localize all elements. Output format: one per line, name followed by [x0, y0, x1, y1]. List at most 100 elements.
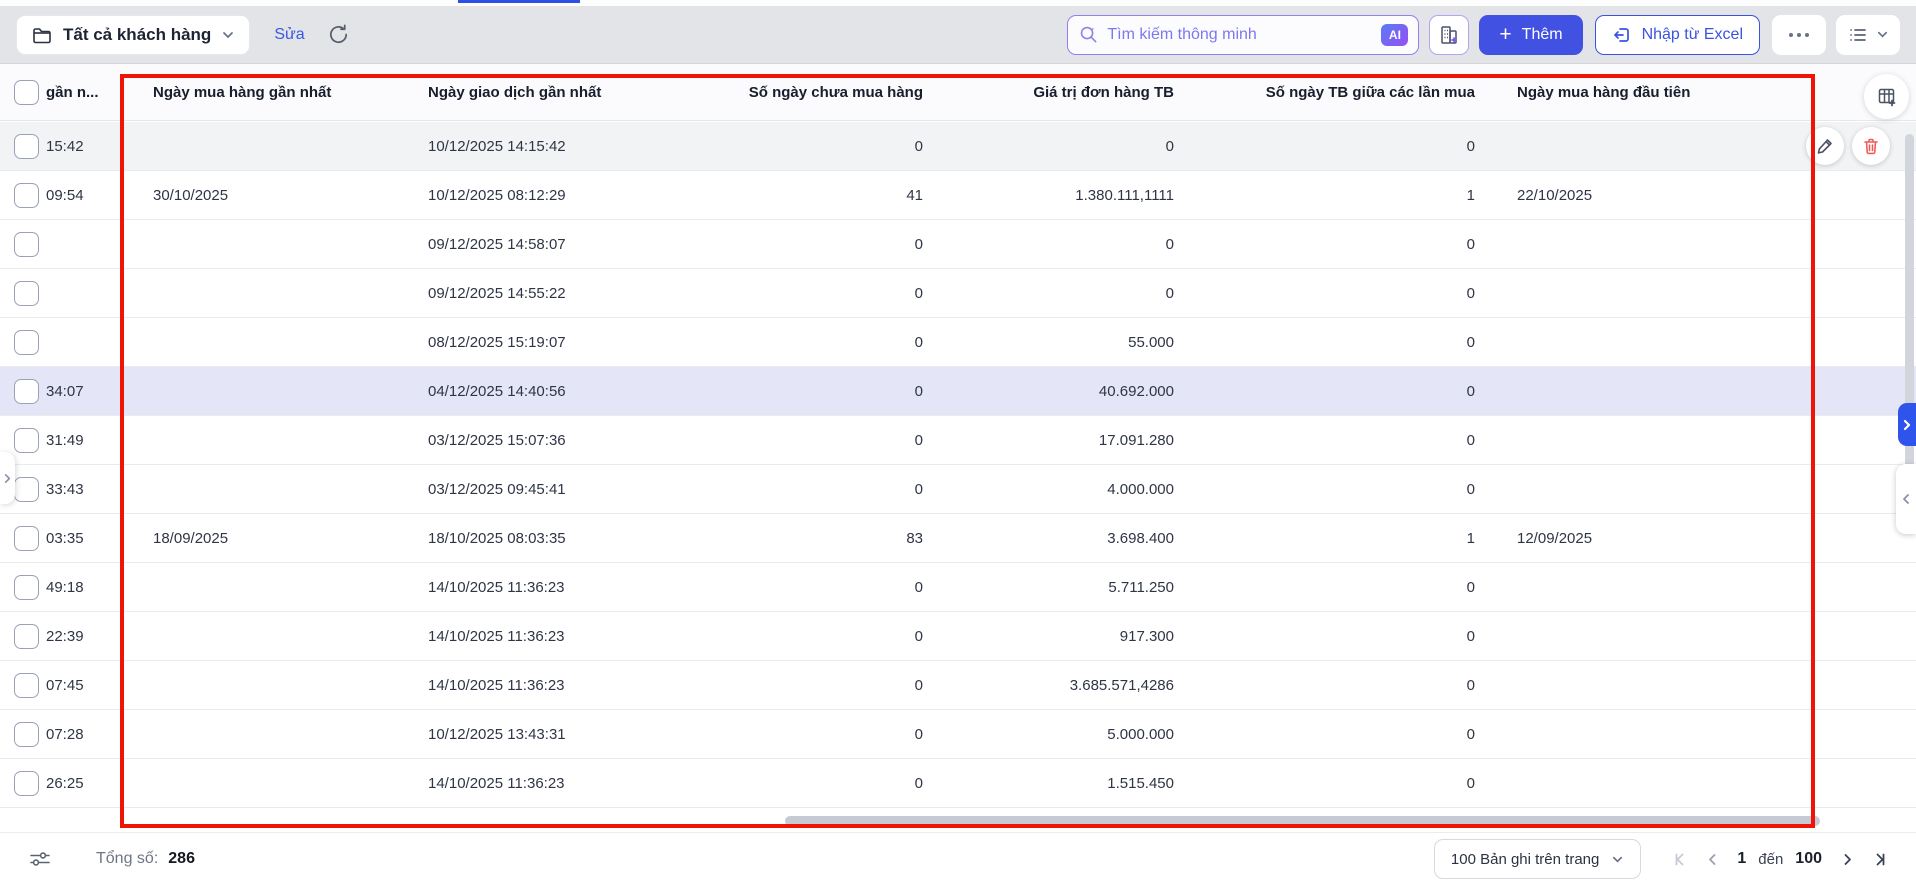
table-row[interactable]: 33:43 03/12/2025 09:45:41 0 4.000.000 0: [0, 465, 1916, 514]
row-checkbox[interactable]: [14, 722, 39, 747]
cell-avg-order-value: 1.380.111,1111: [1075, 187, 1174, 204]
header-first-purchase[interactable]: Ngày mua hàng đầu tiên: [1517, 84, 1691, 101]
cell-time-truncated: 03:35: [46, 530, 84, 547]
cell-avg-days-between: 0: [1466, 628, 1475, 645]
plus-icon: +: [1499, 23, 1512, 46]
cell-time-truncated: 31:49: [46, 432, 84, 449]
row-checkbox[interactable]: [14, 477, 39, 502]
header-avg-days-between[interactable]: Số ngày TB giữa các lần mua: [1265, 84, 1475, 101]
cell-avg-order-value: 55.000: [1128, 334, 1174, 351]
left-panel-toggle[interactable]: [0, 452, 15, 504]
pencil-icon: [1817, 139, 1832, 154]
table-row[interactable]: 03:35 18/09/2025 18/10/2025 08:03:35 83 …: [0, 514, 1916, 563]
table-row[interactable]: 26:25 14/10/2025 11:36:23 0 1.515.450 0: [0, 759, 1916, 808]
table-row[interactable]: 09/12/2025 14:55:22 0 0 0: [0, 269, 1916, 318]
table-add-column-icon: [1876, 86, 1898, 108]
cell-recent-transaction: 03/12/2025 09:45:41: [428, 481, 566, 498]
cell-days-no-purchase: 41: [906, 187, 923, 204]
cell-time-truncated: 34:07: [46, 383, 84, 400]
header-days-no-purchase[interactable]: Số ngày chưa mua hàng: [748, 84, 923, 101]
import-excel-button[interactable]: Nhập từ Excel: [1594, 14, 1760, 55]
cell-avg-order-value: 3.698.400: [1107, 530, 1174, 547]
company-add-button[interactable]: [1429, 14, 1470, 55]
top-strip: [0, 0, 1916, 6]
cell-recent-transaction: 08/12/2025 15:19:07: [428, 334, 566, 351]
cell-days-no-purchase: 0: [914, 677, 923, 694]
collapse-panel-button[interactable]: [1896, 464, 1916, 534]
cell-recent-transaction: 14/10/2025 11:36:23: [428, 579, 565, 596]
next-page-button[interactable]: [1834, 846, 1860, 872]
row-checkbox[interactable]: [14, 771, 39, 796]
filter-sliders-icon[interactable]: [28, 848, 52, 870]
row-checkbox[interactable]: [14, 379, 39, 404]
building-plus-icon: [1438, 24, 1460, 46]
trash-icon: [1864, 138, 1878, 155]
cell-recent-transaction: 10/12/2025 14:15:42: [428, 138, 566, 155]
chevron-right-icon: [1903, 419, 1911, 430]
add-customer-button[interactable]: + Thêm: [1479, 14, 1583, 55]
table-row[interactable]: 09:54 30/10/2025 10/12/2025 08:12:29 41 …: [0, 171, 1916, 220]
cell-avg-order-value: 0: [1165, 236, 1174, 253]
table-row[interactable]: 15:42 10/12/2025 14:15:42 0 0 0: [0, 122, 1916, 171]
vertical-scrollbar[interactable]: [1905, 134, 1914, 516]
delete-row-button[interactable]: [1852, 127, 1890, 165]
edit-row-button[interactable]: [1806, 127, 1844, 165]
table-row[interactable]: 08/12/2025 15:19:07 0 55.000 0: [0, 318, 1916, 367]
cell-time-truncated: 07:45: [46, 677, 84, 694]
row-checkbox[interactable]: [14, 673, 39, 698]
cell-recent-transaction: 14/10/2025 11:36:23: [428, 677, 565, 694]
select-all-checkbox[interactable]: [14, 80, 39, 105]
header-avg-order-value[interactable]: Giá trị đơn hàng TB: [1033, 84, 1174, 101]
table-row[interactable]: 49:18 14/10/2025 11:36:23 0 5.711.250 0: [0, 563, 1916, 612]
table-row[interactable]: 09/12/2025 14:58:07 0 0 0: [0, 220, 1916, 269]
row-checkbox[interactable]: [14, 624, 39, 649]
edit-view-link[interactable]: Sửa: [274, 25, 305, 43]
cell-avg-days-between: 1: [1466, 530, 1475, 547]
cell-avg-days-between: 0: [1466, 236, 1475, 253]
last-page-button[interactable]: [1866, 846, 1892, 872]
table-row[interactable]: 22:39 14/10/2025 11:36:23 0 917.300 0: [0, 612, 1916, 661]
row-checkbox[interactable]: [14, 428, 39, 453]
cell-time-truncated: 22:39: [46, 628, 84, 645]
cell-days-no-purchase: 0: [914, 481, 923, 498]
table-row[interactable]: 07:28 10/12/2025 13:43:31 0 5.000.000 0: [0, 710, 1916, 759]
table-body: 15:42 10/12/2025 14:15:42 0 0 0 09:54 30…: [0, 122, 1916, 808]
cell-recent-transaction: 14/10/2025 11:36:23: [428, 775, 565, 792]
cell-time-truncated: 26:25: [46, 775, 84, 792]
ai-badge[interactable]: AI: [1381, 23, 1409, 46]
row-checkbox[interactable]: [14, 526, 39, 551]
row-checkbox[interactable]: [14, 330, 39, 355]
cell-avg-order-value: 3.685.571,4286: [1069, 677, 1174, 694]
table-row[interactable]: 31:49 03/12/2025 15:07:36 0 17.091.280 0: [0, 416, 1916, 465]
row-checkbox[interactable]: [14, 232, 39, 257]
first-page-button[interactable]: [1667, 846, 1693, 872]
search-input[interactable]: [1107, 25, 1374, 44]
header-recent-transaction[interactable]: Ngày giao dịch gần nhất: [428, 84, 602, 101]
row-checkbox[interactable]: [14, 575, 39, 600]
add-column-button[interactable]: [1864, 74, 1909, 119]
row-checkbox[interactable]: [14, 183, 39, 208]
header-recent-purchase[interactable]: Ngày mua hàng gần nhất: [153, 84, 332, 101]
total-count: 286: [168, 850, 195, 867]
page-size-dropdown[interactable]: 100 Bản ghi trên trang: [1433, 839, 1642, 879]
chevron-down-icon: [221, 28, 235, 42]
header-truncated[interactable]: gần n...: [46, 84, 99, 101]
row-checkbox[interactable]: [14, 281, 39, 306]
view-selector-dropdown[interactable]: Tất cả khách hàng: [16, 14, 251, 55]
cell-avg-days-between: 0: [1466, 481, 1475, 498]
table-row[interactable]: 07:45 14/10/2025 11:36:23 0 3.685.571,42…: [0, 661, 1916, 710]
horizontal-scrollbar[interactable]: [785, 816, 1820, 826]
expand-panel-button[interactable]: [1898, 403, 1916, 446]
cell-days-no-purchase: 0: [914, 579, 923, 596]
list-view-button[interactable]: [1836, 14, 1900, 55]
more-actions-button[interactable]: [1772, 14, 1826, 55]
cell-time-truncated: 07:28: [46, 726, 84, 743]
refresh-icon[interactable]: [327, 23, 350, 46]
prev-page-button[interactable]: [1699, 846, 1725, 872]
cell-time-truncated: 09:54: [46, 187, 84, 204]
table-row[interactable]: 34:07 04/12/2025 14:40:56 0 40.692.000 0: [0, 367, 1916, 416]
smart-search-box: AI: [1067, 14, 1420, 55]
row-checkbox[interactable]: [14, 134, 39, 159]
cell-avg-order-value: 5.000.000: [1107, 726, 1174, 743]
